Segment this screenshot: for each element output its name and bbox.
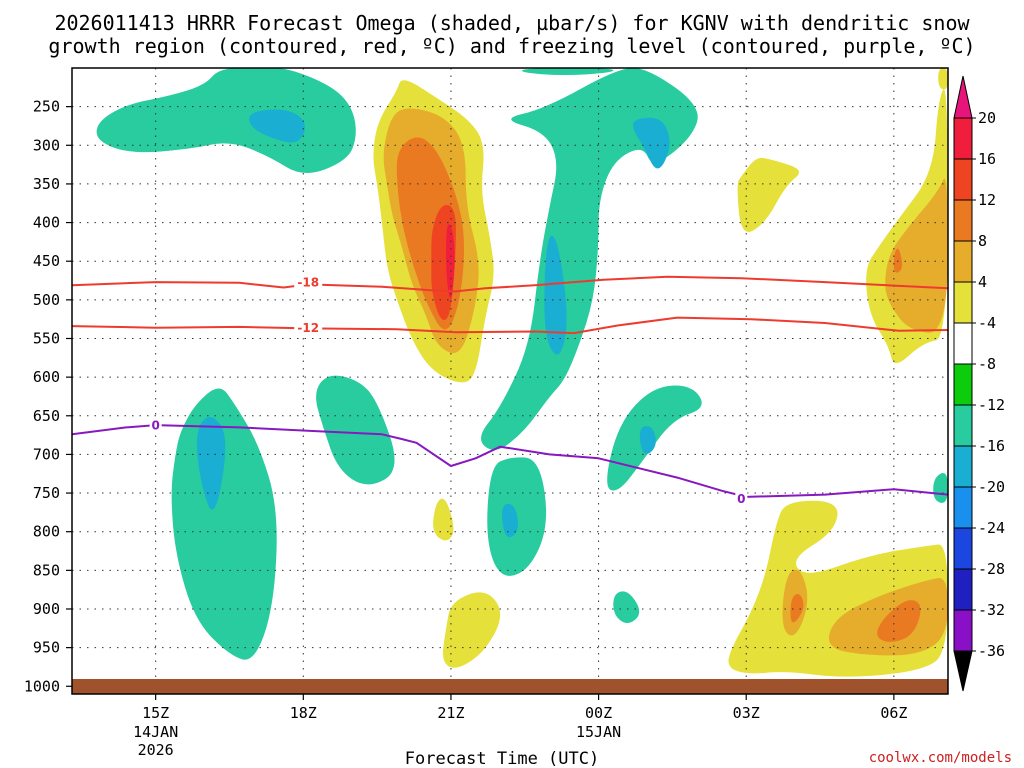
omega-region-4 xyxy=(633,117,670,169)
colorbar-label-11: -28 xyxy=(978,560,1005,578)
colorbar-swatch-2 xyxy=(953,199,973,242)
colorbar-swatch-7 xyxy=(953,404,973,447)
omega-region-5 xyxy=(544,235,567,355)
contour-label-bg-0 xyxy=(294,275,323,290)
y-tick-300: 300 xyxy=(33,136,60,154)
x-tick-year-15Z: 2026 xyxy=(138,741,174,759)
y-tick-800: 800 xyxy=(33,523,60,541)
y-tick-750: 750 xyxy=(33,484,60,502)
colorbar-swatch-5 xyxy=(953,322,973,365)
omega-region-18 xyxy=(442,592,501,668)
omega-region-19 xyxy=(433,498,454,541)
omega-region-11 xyxy=(316,375,395,485)
omega-region-23 xyxy=(790,594,804,623)
x-tick-date-15Z: 14JAN xyxy=(133,723,178,741)
omega-region-6 xyxy=(737,157,800,233)
y-tick-600: 600 xyxy=(33,368,60,386)
y-tick-450: 450 xyxy=(33,252,60,270)
colorbar-label-12: -32 xyxy=(978,601,1005,619)
omega-shading xyxy=(96,68,948,677)
y-tick-250: 250 xyxy=(33,98,60,116)
ground-band xyxy=(72,679,948,694)
colorbar-label-10: -24 xyxy=(978,519,1005,537)
contour-label-2: 0 xyxy=(151,419,159,433)
colorbar: 20 16 12 8 4 -4 -8 -12 -16 -20 -24 -28 -32 -36 xyxy=(953,75,1005,692)
colorbar-swatch-6 xyxy=(953,363,973,406)
colorbar-label-4: 4 xyxy=(978,273,987,291)
omega-region-26 xyxy=(885,178,948,333)
contour-label-1: -12 xyxy=(297,321,319,335)
chart-title-line-1: 2026011413 HRRR Forecast Omega (shaded, … xyxy=(54,11,970,35)
colorbar-swatch-12 xyxy=(953,609,973,652)
colorbar-top-arrow xyxy=(953,75,973,119)
omega-region-17 xyxy=(933,473,948,503)
x-tick-03Z: 03Z xyxy=(733,704,760,722)
x-tick-21Z: 21Z xyxy=(437,704,464,722)
colorbar-swatch-8 xyxy=(953,445,973,488)
contour-label-bg-3 xyxy=(735,491,748,506)
colorbar-label-3: 8 xyxy=(978,232,987,250)
omega-region-10 xyxy=(196,417,226,510)
y-tick-550: 550 xyxy=(33,329,60,347)
colorbar-swatch-10 xyxy=(953,527,973,570)
y-tick-700: 700 xyxy=(33,445,60,463)
omega-region-32 xyxy=(446,224,455,298)
contour-label-bg-2 xyxy=(149,418,162,433)
x-tick-date-00Z: 15JAN xyxy=(576,723,621,741)
colorbar-label-6: -8 xyxy=(978,355,996,373)
y-tick-1000: 1000 xyxy=(24,677,60,695)
omega-region-3 xyxy=(481,68,698,450)
x-tick-00Z: 00Z xyxy=(585,704,612,722)
chart-title-line-2: growth region (contoured, red, ºC) and f… xyxy=(48,34,975,58)
contour-line-1 xyxy=(72,316,948,335)
y-axis: 250 300 350 400 450 500 550 600 650 700 750 800 850 9… xyxy=(24,98,72,695)
contour-label-3: 0 xyxy=(737,492,745,506)
y-tick-950: 950 xyxy=(33,639,60,657)
colorbar-label-1: 16 xyxy=(978,150,996,168)
y-tick-850: 850 xyxy=(33,561,60,579)
colorbar-label-2: 12 xyxy=(978,191,996,209)
x-axis-label: Forecast Time (UTC) xyxy=(405,749,599,768)
x-tick-06Z: 06Z xyxy=(880,704,907,722)
y-tick-650: 650 xyxy=(33,407,60,425)
colorbar-swatch-4 xyxy=(953,281,973,324)
omega-region-13 xyxy=(502,503,518,538)
y-tick-350: 350 xyxy=(33,175,60,193)
credit-text: coolwx.com/models xyxy=(869,750,1012,766)
omega-region-2 xyxy=(522,68,614,75)
colorbar-bottom-arrow xyxy=(953,650,973,692)
colorbar-label-8: -16 xyxy=(978,437,1005,455)
omega-region-7 xyxy=(938,68,948,90)
omega-region-1 xyxy=(249,109,305,143)
y-tick-900: 900 xyxy=(33,600,60,618)
colorbar-swatch-3 xyxy=(953,240,973,283)
colorbar-swatch-0 xyxy=(953,117,973,160)
x-tick-18Z: 18Z xyxy=(290,704,317,722)
omega-region-0 xyxy=(96,68,356,173)
contour-label-0: -18 xyxy=(297,276,319,290)
colorbar-label-5: -4 xyxy=(978,314,996,332)
omega-region-15 xyxy=(639,426,656,455)
y-tick-500: 500 xyxy=(33,291,60,309)
colorbar-swatch-1 xyxy=(953,158,973,201)
contour-label-bg-1 xyxy=(294,320,323,335)
x-tick-15Z: 15Z xyxy=(142,704,169,722)
y-tick-400: 400 xyxy=(33,214,60,232)
colorbar-swatch-11 xyxy=(953,568,973,611)
colorbar-label-7: -12 xyxy=(978,396,1005,414)
plot-frame xyxy=(71,67,949,695)
contour-line-0 xyxy=(72,275,948,293)
temperature-contours: -18 -12 0 0 xyxy=(72,275,948,506)
colorbar-label-9: -20 xyxy=(978,478,1005,496)
colorbar-label-0: 20 xyxy=(978,109,996,127)
omega-region-27 xyxy=(893,248,903,273)
omega-region-24 xyxy=(877,600,921,642)
colorbar-label-13: -36 xyxy=(978,642,1005,660)
omega-region-16 xyxy=(613,591,640,624)
colorbar-swatch-9 xyxy=(953,486,973,529)
